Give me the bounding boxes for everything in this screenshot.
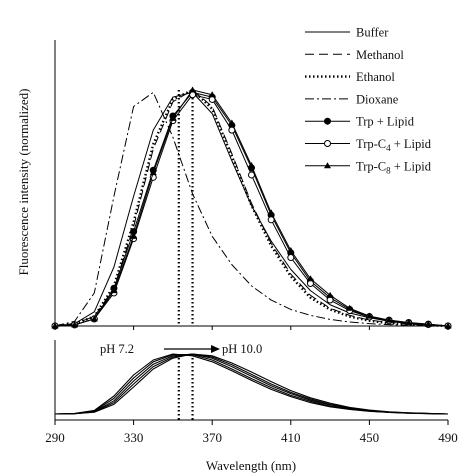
- data-point: [130, 232, 138, 239]
- series-line-dioxane: [54, 91, 449, 327]
- legend-label: Dioxane: [356, 92, 399, 106]
- legend-entry: Trp + Lipid: [305, 115, 415, 129]
- data-point: [248, 171, 255, 179]
- legend-entry: Dioxane: [305, 92, 399, 106]
- bottom-panel: 290 330 370 410 450 490 pH 7.2 pH 10.0 Wavele…: [45, 326, 458, 473]
- data-point: [365, 312, 373, 319]
- data-point: [385, 316, 393, 323]
- legend-entry: Ethanol: [305, 70, 395, 84]
- legend-label-subscript: 8: [386, 165, 391, 175]
- ph-from-label: pH 7.2: [100, 342, 134, 356]
- data-point: [90, 315, 98, 322]
- legend-label-rest: + Lipid: [391, 159, 432, 173]
- legend-entry: Trp-C4 + Lipid: [305, 137, 432, 153]
- data-point: [149, 169, 157, 176]
- legend-label: Trp + Lipid: [356, 115, 415, 129]
- data-point: [51, 322, 59, 329]
- data-point: [267, 209, 275, 216]
- legend-label-base: Trp-C: [356, 159, 386, 173]
- series-buffer: [54, 91, 449, 327]
- ph-series-line-2: [54, 354, 449, 415]
- legend-label-subscript: 4: [386, 143, 391, 153]
- data-point: [228, 119, 236, 126]
- x-tick-label: 450: [360, 430, 380, 445]
- legend-label: Methanol: [356, 48, 404, 62]
- legend-label: Ethanol: [356, 70, 395, 84]
- ph-annotation: pH 7.2 pH 10.0: [100, 342, 262, 356]
- ph-series-line-1: [54, 353, 449, 415]
- data-point: [405, 319, 413, 326]
- data-point: [287, 254, 295, 262]
- data-point: [326, 291, 334, 298]
- legend-label-base: Trp-C: [356, 137, 386, 151]
- legend-label: Trp-C8 + Lipid: [356, 159, 432, 175]
- ph-series-line-5: [54, 353, 449, 415]
- data-point: [169, 114, 177, 121]
- x-axis-ticks: 290 330 370 410 450 490: [45, 326, 458, 445]
- series-line-buffer: [54, 91, 449, 327]
- ph-series-line-3: [54, 353, 449, 415]
- data-point: [444, 322, 452, 329]
- data-point: [346, 304, 354, 311]
- legend-marker: [324, 140, 331, 147]
- top-panel: Fluorescence intensity (normalized) Buff…: [16, 26, 452, 330]
- x-axis-label: Wavelength (nm): [206, 458, 296, 473]
- x-tick-label: 490: [438, 430, 458, 445]
- data-point: [267, 216, 275, 224]
- y-axis-label: Fluorescence intensity (normalized): [16, 89, 31, 276]
- data-point: [110, 287, 118, 294]
- x-tick-label: 330: [124, 430, 144, 445]
- x-tick-label: 370: [202, 430, 222, 445]
- data-point: [326, 296, 334, 304]
- legend: Buffer Methanol Ethanol Dioxane Trp + Lipid T…: [305, 26, 432, 175]
- data-point: [306, 275, 314, 282]
- legend-marker: [324, 162, 331, 169]
- legend-label-base: Dioxane: [356, 92, 399, 106]
- legend-entry: Buffer: [305, 26, 389, 40]
- legend-label: Buffer: [356, 26, 389, 40]
- legend-entry: Methanol: [305, 48, 404, 62]
- data-point: [287, 246, 295, 253]
- legend-label-base: Methanol: [356, 48, 404, 62]
- legend-label-rest: + Lipid: [391, 137, 432, 151]
- series-dioxane: [54, 91, 449, 327]
- legend-label-base: Buffer: [356, 26, 389, 40]
- series-trp-c8-lipid: [51, 86, 452, 329]
- legend-label: Trp-C4 + Lipid: [356, 137, 432, 153]
- top-series-group: [51, 86, 452, 330]
- data-point: [208, 91, 216, 98]
- legend-label-base: Ethanol: [356, 70, 395, 84]
- data-point: [306, 280, 314, 288]
- ph-series-line-4: [54, 353, 449, 415]
- legend-entry: Trp-C8 + Lipid: [305, 159, 432, 175]
- x-tick-label: 290: [45, 430, 65, 445]
- data-point: [189, 86, 197, 93]
- bottom-series-group: [54, 353, 449, 415]
- x-tick-label: 410: [281, 430, 301, 445]
- legend-label-base: Trp + Lipid: [356, 115, 415, 129]
- ph-to-label: pH 10.0: [222, 342, 262, 356]
- ph-arrow-head: [211, 345, 220, 353]
- legend-marker: [324, 117, 331, 125]
- data-point: [71, 321, 79, 328]
- bottom-reference-lines: [177, 354, 194, 420]
- data-point: [248, 162, 255, 169]
- data-point: [424, 320, 432, 327]
- top-reference-lines: [177, 90, 194, 326]
